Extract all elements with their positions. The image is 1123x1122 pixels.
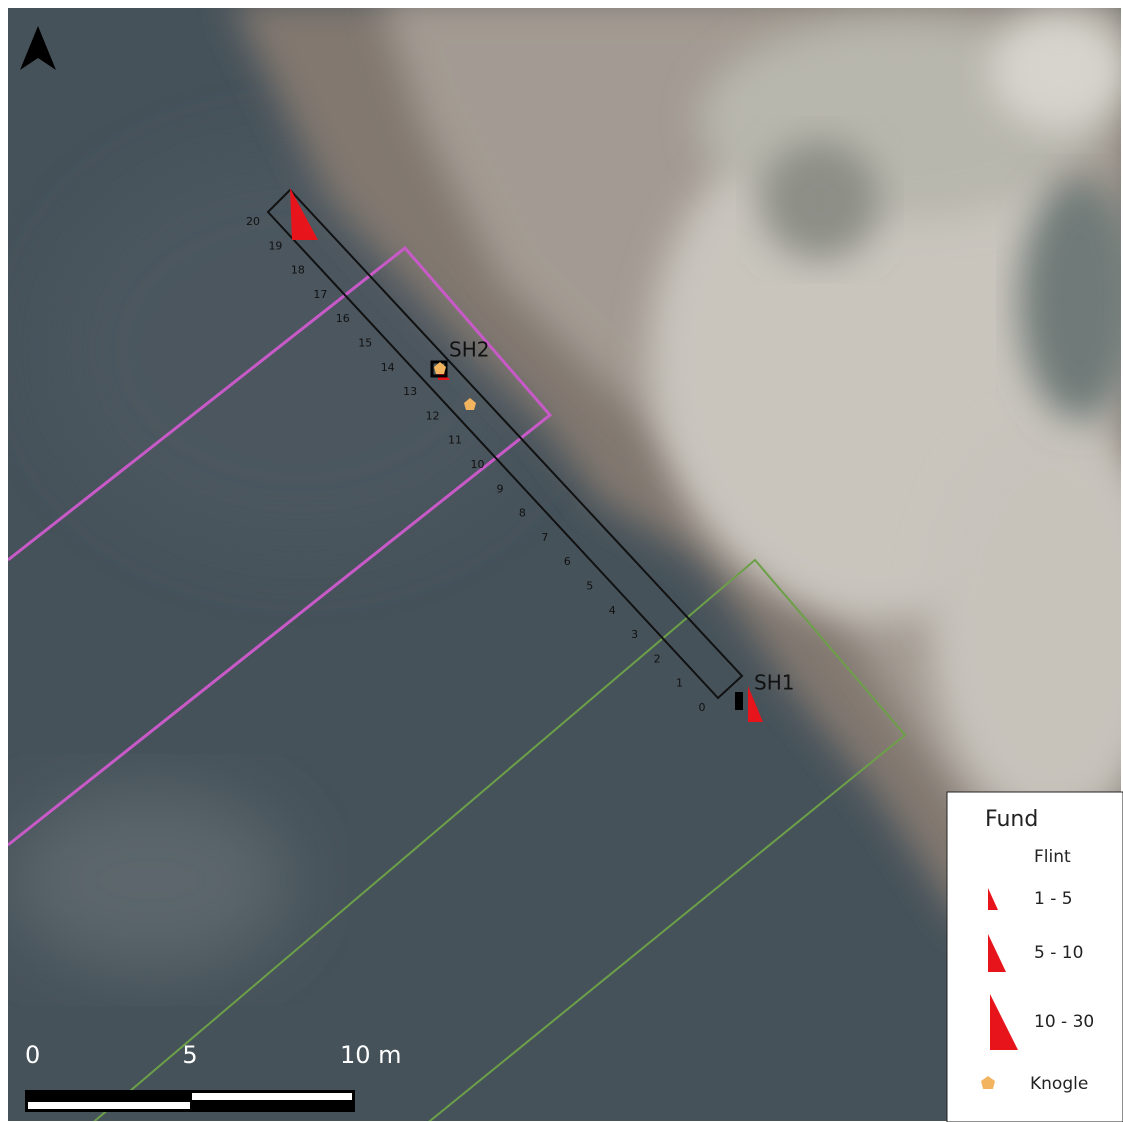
scale-label: 5 [182, 1041, 197, 1069]
transect-label: 5 [586, 580, 593, 593]
site-label: SH1 [754, 671, 794, 695]
legend-group: Flint [1034, 847, 1071, 867]
map: 01234567891011121314151617181920 SH1 SH2… [0, 0, 1123, 1122]
scale-label: 0 [25, 1041, 40, 1069]
transect-label: 15 [358, 337, 372, 350]
transect-label: 13 [403, 385, 417, 398]
transect-label: 1 [676, 677, 683, 690]
transect-label: 3 [631, 628, 638, 641]
transect-label: 17 [313, 288, 327, 301]
legend-item: 10 - 30 [1034, 1012, 1094, 1032]
transect-label: 4 [609, 604, 616, 617]
transect-label: 16 [336, 312, 350, 325]
transect-label: 14 [381, 361, 395, 374]
transect-label: 18 [291, 264, 305, 277]
transect-label: 11 [448, 434, 462, 447]
site-label: SH2 [449, 338, 489, 362]
transect-label: 0 [699, 701, 706, 714]
legend-item: 1 - 5 [1034, 889, 1073, 909]
transect-label: 6 [564, 555, 571, 568]
legend-title: Fund [985, 807, 1038, 832]
legend-item: Knogle [1030, 1074, 1088, 1094]
transect-label: 8 [519, 507, 526, 520]
legend-item: 5 - 10 [1034, 943, 1083, 963]
site-marker [735, 692, 743, 710]
transect-label: 9 [496, 482, 503, 495]
transect-label: 7 [541, 531, 548, 544]
scale-bar [192, 1093, 352, 1100]
transect-label: 20 [246, 215, 260, 228]
scale-bar [28, 1102, 190, 1109]
transect-label: 10 [471, 458, 485, 471]
transect-label: 2 [654, 652, 661, 665]
transect-label: 19 [268, 239, 282, 252]
scale-label: 10 m [340, 1041, 402, 1069]
transect-label: 12 [426, 409, 440, 422]
